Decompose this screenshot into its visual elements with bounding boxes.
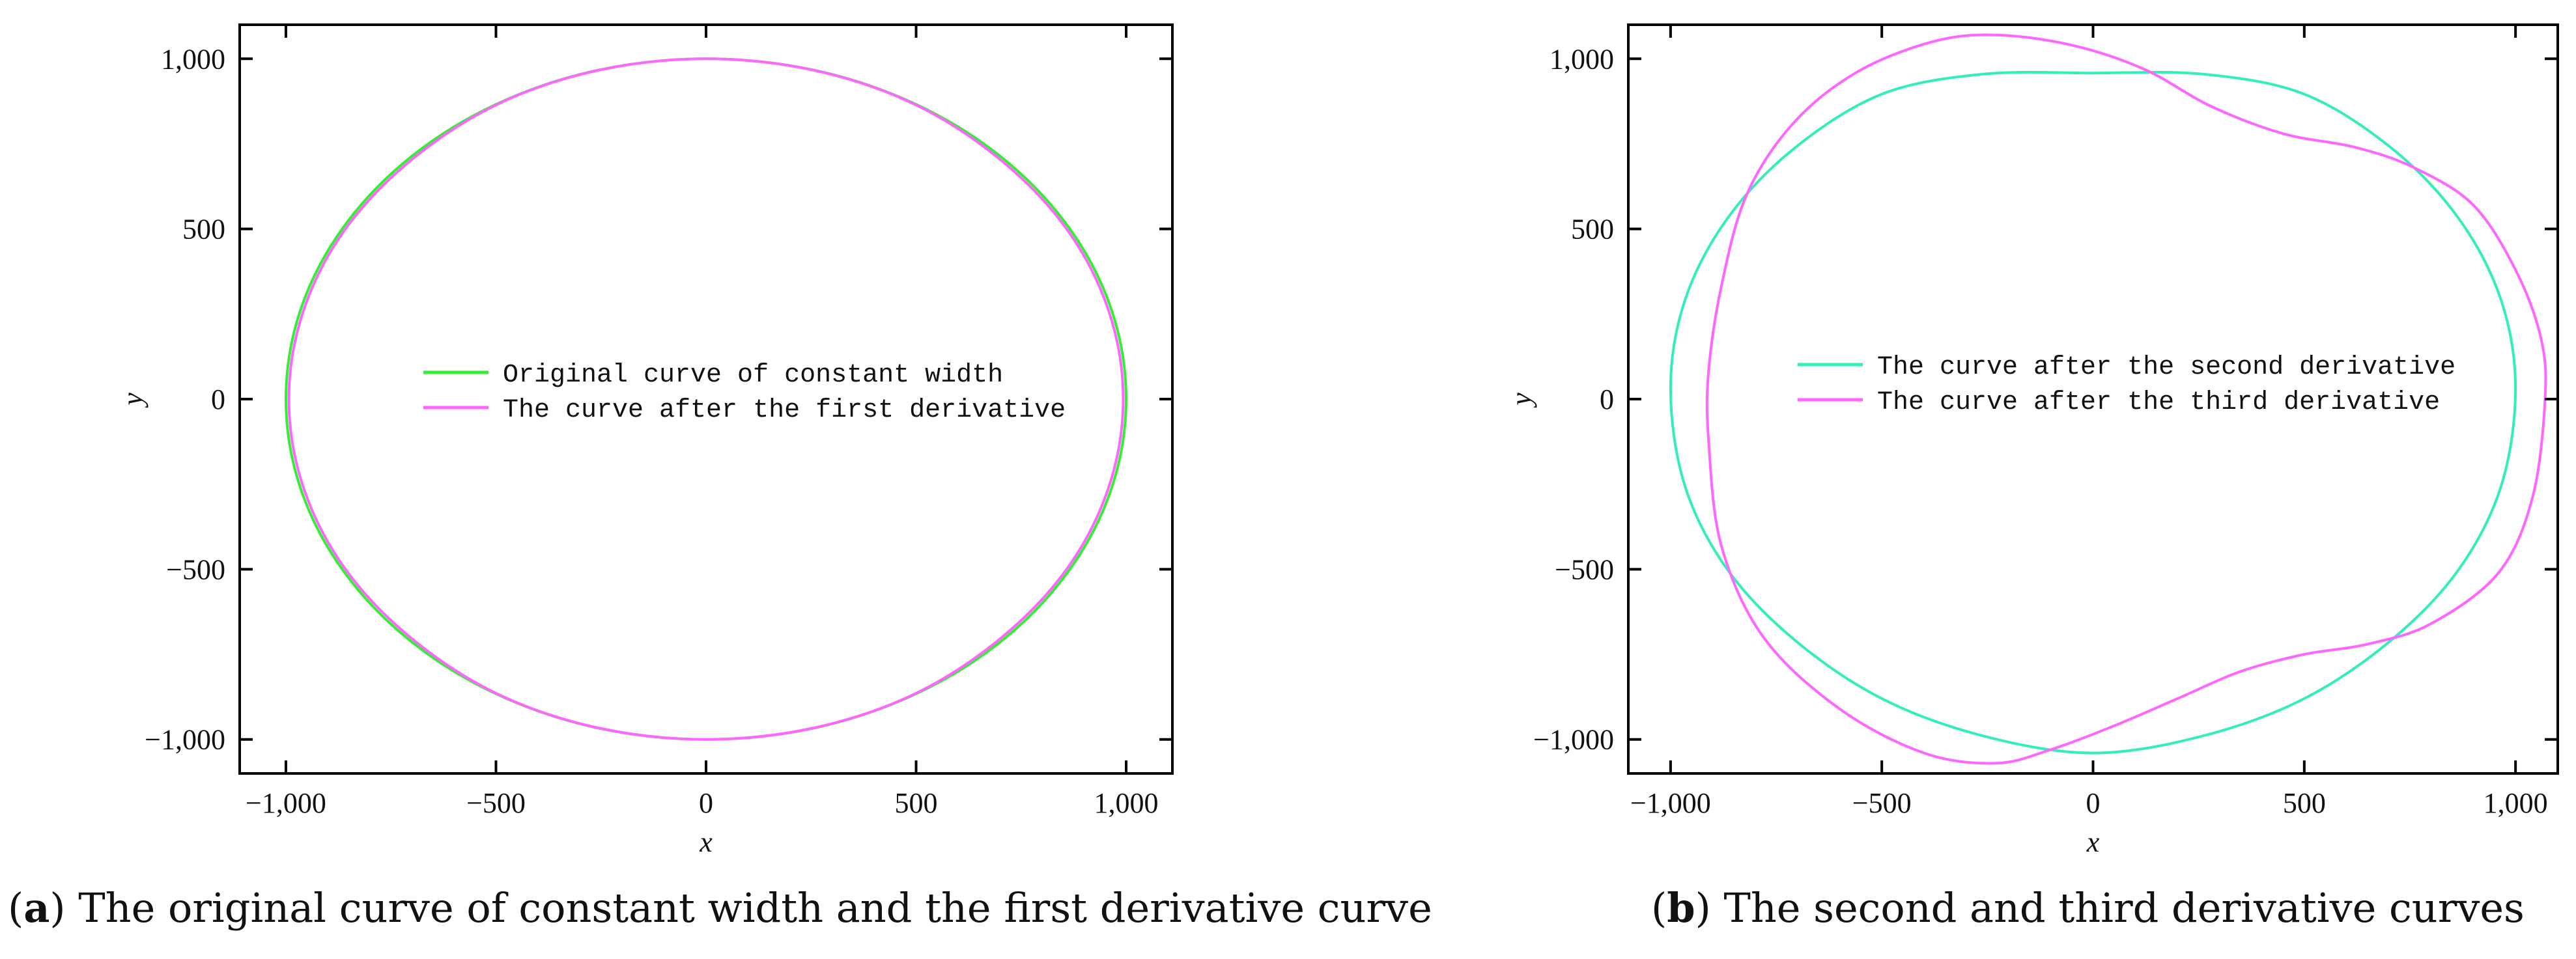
- chart-b: −1,000 −500 0 500 1,000 −1,000 −500 0 500 1,000 x y…: [1505, 23, 2559, 858]
- x-axis-label: x: [2086, 826, 2100, 858]
- caption-a-letter: a: [23, 884, 50, 932]
- y-axis-label: y: [117, 393, 149, 408]
- caption-b-text: ) The second and third derivative curves: [1695, 884, 2525, 932]
- y-tick-label: −1,000: [1533, 724, 1614, 756]
- y-tick-label: 1,000: [161, 43, 225, 75]
- x-tick-label: −1,000: [246, 787, 326, 819]
- legend-label-2: The curve after the first derivative: [503, 396, 1066, 425]
- x-tick-label: −500: [1852, 787, 1912, 819]
- legend-label-1: The curve after the second derivative: [1877, 353, 2456, 382]
- caption-a-prefix: (: [8, 884, 24, 932]
- series-group: [284, 57, 1128, 741]
- series-line-1: [1669, 70, 2517, 755]
- x-tick-label: 500: [895, 787, 938, 819]
- x-tick-label: −1,000: [1630, 787, 1711, 819]
- chart-a: −1,000 −500 0 500 1,000 −1,000 −500 0 500 1,000 x y…: [117, 23, 1174, 858]
- caption-a-text: ) The original curve of constant width a…: [50, 884, 1432, 932]
- x-tick-label: 0: [699, 787, 713, 819]
- series-line-2: [1705, 33, 2547, 765]
- legend: The curve after the second derivative The…: [1798, 353, 2456, 417]
- y-tick-label: 500: [182, 214, 225, 245]
- y-tick-label: 0: [1600, 383, 1614, 415]
- x-axis-label: x: [699, 826, 713, 858]
- y-tick-label: −1,000: [145, 724, 225, 756]
- series-group: [1669, 33, 2547, 765]
- series-line-2: [287, 57, 1125, 741]
- y-tick-label: −500: [1555, 553, 1614, 585]
- y-axis-label: y: [1505, 393, 1537, 408]
- x-tick-label: −500: [466, 787, 526, 819]
- caption-a: (a) The original curve of constant width…: [8, 884, 1432, 932]
- x-tick-label: 0: [2086, 787, 2101, 819]
- caption-b-prefix: (: [1651, 884, 1667, 932]
- y-tick-label: 1,000: [1550, 43, 1614, 75]
- caption-b: (b) The second and third derivative curv…: [1651, 884, 2525, 932]
- y-tick-label: −500: [166, 553, 225, 585]
- x-tick-label: 1,000: [1094, 787, 1159, 819]
- legend-label-1: Original curve of constant width: [503, 361, 1003, 390]
- x-tick-label: 1,000: [2484, 787, 2548, 819]
- legend-label-2: The curve after the third derivative: [1877, 388, 2440, 417]
- caption-b-letter: b: [1667, 884, 1695, 932]
- legend: Original curve of constant width The curv…: [423, 361, 1066, 425]
- y-tick-label: 0: [211, 383, 225, 415]
- y-tick-label: 500: [1571, 214, 1614, 245]
- x-tick-label: 500: [2283, 787, 2326, 819]
